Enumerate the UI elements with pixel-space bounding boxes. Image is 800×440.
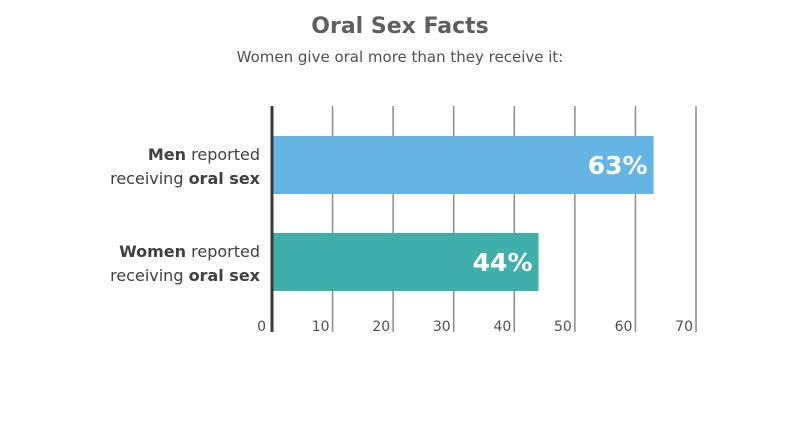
x-tick-label: 40 [493, 319, 511, 335]
x-tick-label: 70 [675, 319, 693, 335]
x-tick-label: 60 [615, 319, 633, 335]
category-label-text: receiving [110, 266, 188, 285]
category-label-strong: Men [148, 145, 186, 164]
category-label-text: reported [186, 242, 260, 261]
category-label: Women reported receiving oral sex [110, 242, 261, 285]
category-label-strong: oral sex [189, 169, 261, 188]
category-label-text: receiving [110, 169, 188, 188]
x-tick-label: 50 [554, 319, 572, 335]
x-tick-label: 20 [372, 319, 390, 335]
category-label-text: reported [186, 145, 260, 164]
bar-value-label: 44% [473, 248, 533, 277]
bar [272, 136, 654, 194]
chart-title: Oral Sex Facts [311, 14, 489, 39]
category-label-strong: Women [119, 242, 186, 261]
chart-subtitle: Women give oral more than they receive i… [236, 48, 564, 66]
bar-value-label: 63% [588, 151, 648, 180]
bar [272, 233, 539, 291]
x-tick-label: 0 [257, 319, 266, 335]
category-label: Men reported receiving oral sex [110, 145, 261, 188]
x-tick-label: 10 [312, 319, 330, 335]
x-tick-label: 30 [433, 319, 451, 335]
category-label-strong: oral sex [189, 266, 261, 285]
